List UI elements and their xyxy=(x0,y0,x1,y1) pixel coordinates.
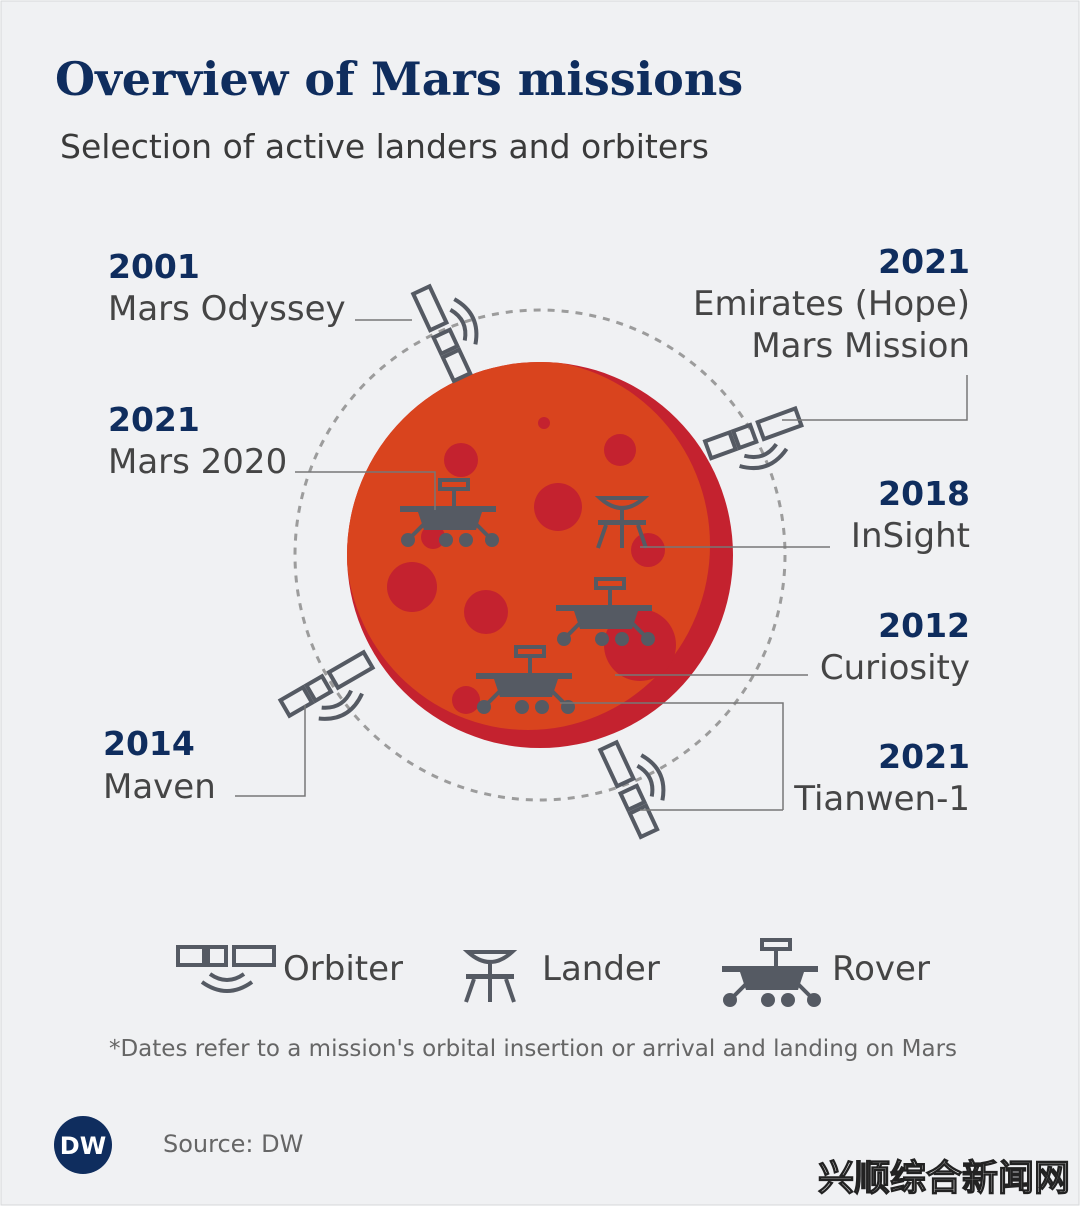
mission-name: Tianwen-1 xyxy=(793,779,970,819)
mission-year: 2021 xyxy=(878,737,970,776)
source: Source: DW xyxy=(163,1130,303,1158)
mission-name: Maven xyxy=(103,767,216,807)
legend: Orbiter Lander Rover xyxy=(176,938,930,1009)
mission-name: InSight xyxy=(851,516,970,556)
mars-graphic xyxy=(235,273,968,839)
title: Overview of Mars missions xyxy=(55,52,743,106)
legend-label: Lander xyxy=(542,949,660,989)
legend-label: Orbiter xyxy=(283,949,403,989)
mission-year: 2014 xyxy=(103,724,195,763)
mission-name: Mars Odyssey xyxy=(108,289,346,329)
mission-labels: 2001 Mars Odyssey 2021 Mars 2020 2014 Ma… xyxy=(103,242,970,819)
subtitle: Selection of active landers and orbiters xyxy=(60,127,709,166)
mission-name: Mars Mission xyxy=(751,326,970,366)
mission-year: 2018 xyxy=(878,474,970,513)
footnote: *Dates refer to a mission's orbital inse… xyxy=(109,1036,957,1062)
mission-name: Emirates (Hope) xyxy=(693,284,970,324)
watermark: 兴顺综合新闻网 xyxy=(818,1158,1070,1199)
mission-name: Curiosity xyxy=(820,648,970,688)
logo-text: DW xyxy=(60,1132,106,1160)
mission-name: Mars 2020 xyxy=(108,442,287,482)
logo: DW xyxy=(54,1116,112,1174)
mission-year: 2001 xyxy=(108,247,200,286)
legend-label: Rover xyxy=(832,949,930,989)
mission-year: 2012 xyxy=(878,606,970,645)
mission-year: 2021 xyxy=(108,400,200,439)
mission-year: 2021 xyxy=(878,242,970,281)
